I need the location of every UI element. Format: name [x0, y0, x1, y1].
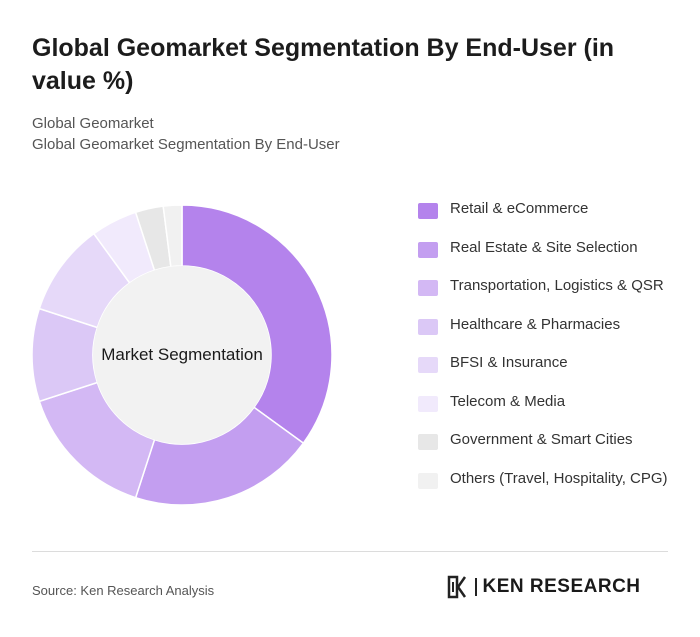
donut-svg [31, 204, 333, 506]
legend-item: Real Estate & Site Selection [418, 237, 688, 276]
donut-chart: Market Segmentation [30, 203, 334, 507]
legend-swatch [418, 241, 438, 258]
legend-label: Transportation, Logistics & QSR [450, 277, 664, 294]
legend-item: Government & Smart Cities [418, 429, 688, 468]
legend-item: Retail & eCommerce [418, 198, 688, 237]
chart-legend: Retail & eCommerce Real Estate & Site Se… [418, 198, 688, 524]
legend-label: Others (Travel, Hospitality, CPG) [450, 469, 668, 487]
legend-label: Healthcare & Pharmacies [450, 315, 621, 333]
subtitle-segmentation: Global Geomarket Segmentation By End-Use… [32, 136, 340, 153]
brand-logo: KEN RESEARCH [447, 575, 641, 599]
legend-swatch [418, 357, 438, 373]
legend-label: Government & Smart Cities [450, 431, 633, 448]
legend-swatch [418, 203, 438, 219]
legend-item: BFSI & Insurance [418, 352, 688, 391]
legend-swatch [418, 472, 438, 489]
legend-item: Transportation, Logistics & QSR [418, 275, 688, 314]
legend-item: Others (Travel, Hospitality, CPG) [418, 468, 688, 524]
legend-item: Healthcare & Pharmacies [418, 314, 688, 353]
subtitle-market: Global Geomarket [32, 115, 154, 132]
legend-label: Real Estate & Site Selection [450, 238, 638, 256]
legend-swatch [418, 434, 438, 450]
brand-name: KEN RESEARCH [482, 576, 641, 597]
legend-swatch [418, 280, 438, 296]
legend-item: Telecom & Media [418, 391, 688, 430]
donut-hole [93, 266, 271, 444]
brand-separator [475, 578, 477, 596]
legend-label: BFSI & Insurance [450, 354, 568, 371]
source-note: Source: Ken Research Analysis [32, 583, 215, 598]
legend-label: Retail & eCommerce [450, 200, 589, 217]
legend-swatch [418, 318, 438, 335]
legend-swatch [418, 395, 438, 412]
subtitle-block: Global Geomarket Global Geomarket Segmen… [32, 113, 340, 155]
ken-research-logo-icon [447, 575, 467, 599]
chart-title: Global Geomarket Segmentation By End-Use… [32, 34, 615, 95]
legend-label: Telecom & Media [450, 392, 566, 410]
footer-divider [32, 551, 668, 552]
